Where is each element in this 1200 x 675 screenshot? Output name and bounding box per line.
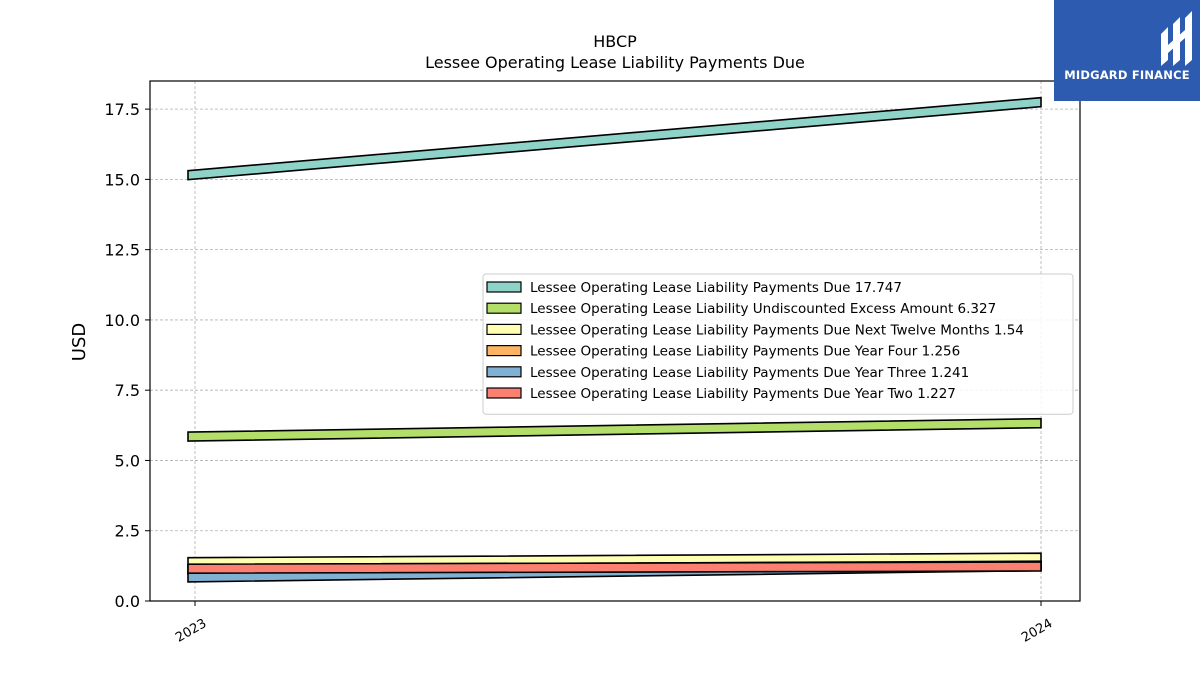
series-layer: [187, 96, 1042, 583]
y-tick-label: 10.0: [104, 311, 140, 330]
legend-swatch: [486, 323, 522, 335]
legend-label: Lessee Operating Lease Liability Payment…: [530, 322, 1024, 338]
y-tick-label: 5.0: [115, 451, 140, 470]
brand-name: MIDGARD FINANCE: [1064, 68, 1190, 82]
y-tick-label: 17.5: [104, 100, 140, 119]
y-tick-label: 12.5: [104, 241, 140, 260]
legend-swatch: [486, 281, 522, 293]
series-band-1: [187, 417, 1042, 442]
legend-label: Lessee Operating Lease Liability Payment…: [530, 280, 902, 296]
y-axis-ticks: 0.0 2.5 5.0 7.5 10.0 12.5 15.0 17.5: [104, 100, 150, 611]
legend-label: Lessee Operating Lease Liability Payment…: [530, 365, 969, 381]
y-axis-label: USD: [69, 323, 90, 361]
legend-box: [482, 273, 1074, 415]
midgard-m-logo-icon: [1161, 11, 1192, 66]
plot-frame: [149, 80, 1081, 602]
y-tick-label: 15.0: [104, 170, 140, 189]
legend-label: Lessee Operating Lease Liability Payment…: [530, 386, 956, 402]
legend: Lessee Operating Lease Liability Payment…: [482, 273, 1074, 415]
legend-label: Lessee Operating Lease Liability Undisco…: [530, 301, 996, 317]
y-tick-label: 0.0: [115, 592, 140, 611]
brand-logo: MIDGARD FINANCE: [1054, 0, 1200, 101]
chart-subtitle: Lessee Operating Lease Liability Payment…: [425, 53, 805, 72]
y-tick-label: 7.5: [115, 381, 140, 400]
x-axis-ticks: 2023 2024: [173, 601, 1055, 646]
x-tick-label: 2024: [1019, 616, 1055, 646]
legend-swatch: [486, 345, 522, 357]
y-tick-label: 2.5: [115, 522, 140, 541]
chart-title: HBCP: [593, 32, 637, 51]
legend-label: Lessee Operating Lease Liability Payment…: [530, 344, 960, 360]
legend-swatch: [486, 302, 522, 314]
series-band-0: [187, 96, 1042, 181]
x-tick-label: 2023: [173, 616, 209, 646]
legend-swatch: [486, 387, 522, 399]
legend-swatch: [486, 366, 522, 378]
series-band-5: [187, 561, 1042, 574]
